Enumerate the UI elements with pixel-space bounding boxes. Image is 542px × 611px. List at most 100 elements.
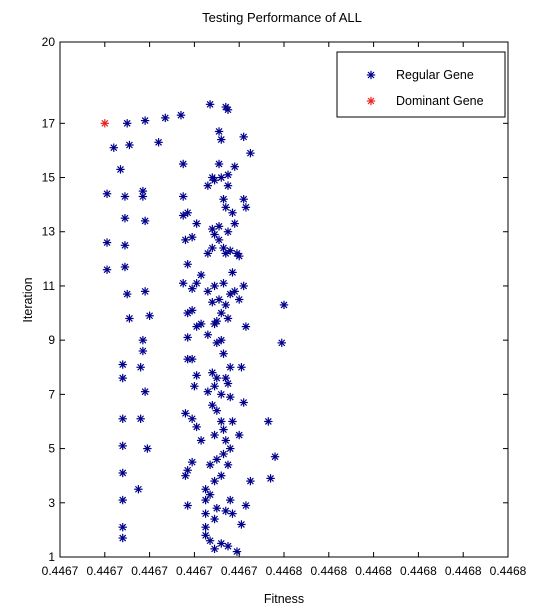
data-point-regular-gene bbox=[203, 387, 213, 396]
data-point-regular-gene bbox=[219, 195, 228, 204]
legend-marker-dominant-gene-star bbox=[366, 96, 376, 106]
data-point-regular-gene bbox=[120, 262, 130, 272]
data-point-regular-gene bbox=[226, 363, 235, 372]
data-point-regular-gene bbox=[219, 349, 228, 358]
data-point-regular-gene bbox=[187, 354, 197, 364]
data-point-regular-gene bbox=[208, 243, 217, 253]
data-point-regular-gene bbox=[212, 316, 221, 326]
data-point-regular-gene bbox=[125, 314, 134, 323]
data-point-regular-gene bbox=[118, 414, 127, 423]
data-point-regular-gene bbox=[264, 417, 273, 426]
data-point-regular-gene bbox=[223, 314, 233, 323]
data-point-regular-gene bbox=[219, 449, 228, 459]
data-point-regular-gene bbox=[125, 140, 134, 150]
data-point-regular-gene bbox=[138, 335, 148, 345]
data-point-regular-gene bbox=[226, 392, 235, 402]
data-point-regular-gene bbox=[246, 148, 255, 158]
y-tick-label: 20 bbox=[42, 35, 56, 49]
data-point-regular-gene bbox=[208, 401, 217, 410]
data-point-regular-gene bbox=[134, 485, 143, 494]
data-point-regular-gene bbox=[118, 468, 127, 478]
data-point-regular-gene bbox=[210, 544, 219, 554]
data-point-regular-gene bbox=[116, 165, 125, 174]
data-point-regular-gene bbox=[217, 539, 226, 548]
x-axis: 0.4467 0.4467 0.4467 0.4467 0.4467 0.4468 0.44… bbox=[42, 42, 527, 578]
data-point-regular-gene bbox=[102, 265, 112, 274]
data-point-regular-gene bbox=[239, 132, 248, 142]
data-point-regular-gene bbox=[210, 176, 219, 185]
data-point-regular-gene bbox=[228, 417, 237, 426]
data-point-regular-gene bbox=[210, 430, 219, 440]
data-point-regular-gene bbox=[187, 284, 197, 293]
x-tick-label: 0.4467 bbox=[131, 564, 168, 578]
data-point-regular-gene bbox=[203, 249, 213, 258]
data-point-regular-gene bbox=[187, 414, 197, 423]
data-point-regular-gene bbox=[217, 173, 226, 182]
data-point-regular-gene bbox=[203, 287, 213, 296]
data-point-regular-gene bbox=[179, 159, 188, 169]
data-point-regular-gene bbox=[208, 298, 217, 307]
y-tick-label: 3 bbox=[48, 496, 55, 510]
data-point-regular-gene bbox=[221, 249, 230, 258]
data-point-regular-gene bbox=[205, 460, 215, 470]
data-point-regular-gene bbox=[205, 536, 215, 545]
data-point-regular-gene bbox=[181, 235, 190, 245]
y-tick-label: 13 bbox=[42, 225, 56, 239]
data-point-regular-gene bbox=[192, 371, 201, 380]
data-point-regular-gene bbox=[221, 506, 230, 516]
y-tick-label: 17 bbox=[42, 116, 56, 130]
data-point-regular-gene bbox=[140, 216, 150, 226]
data-point-regular-gene bbox=[143, 444, 152, 453]
data-point-regular-gene bbox=[241, 322, 251, 331]
x-tick-label: 0.4467 bbox=[221, 564, 258, 578]
data-point-regular-gene bbox=[239, 281, 248, 291]
data-point-regular-gene bbox=[241, 203, 251, 212]
legend-marker-dominant-gene bbox=[366, 96, 376, 106]
x-tick-label: 0.4467 bbox=[176, 564, 213, 578]
data-point-regular-gene bbox=[181, 471, 190, 480]
data-point-regular-gene bbox=[210, 514, 219, 524]
data-point-regular-gene bbox=[118, 495, 127, 505]
data-point-regular-gene bbox=[210, 281, 219, 291]
data-point-regular-gene bbox=[217, 390, 226, 399]
data-point-regular-gene bbox=[246, 476, 255, 486]
plot-area bbox=[59, 41, 509, 558]
data-point-regular-gene bbox=[223, 105, 233, 114]
data-point-regular-gene bbox=[109, 143, 118, 152]
data-point-regular-gene bbox=[201, 531, 210, 540]
data-point-regular-gene bbox=[120, 241, 130, 250]
data-point-regular-gene bbox=[201, 522, 210, 532]
data-point-regular-gene bbox=[179, 192, 188, 201]
data-point-regular-gene bbox=[196, 270, 206, 280]
data-point-regular-gene bbox=[210, 382, 219, 391]
data-point-regular-gene bbox=[190, 382, 199, 391]
data-point-regular-gene bbox=[201, 509, 210, 518]
data-point-regular-gene bbox=[212, 338, 221, 348]
data-point-regular-gene bbox=[140, 387, 150, 396]
data-point-regular-gene bbox=[228, 208, 237, 217]
data-point-regular-gene bbox=[217, 335, 226, 345]
data-point-regular-gene bbox=[223, 379, 233, 388]
data-point-regular-gene bbox=[214, 127, 224, 136]
data-point-regular-gene bbox=[145, 311, 154, 320]
data-point-regular-gene bbox=[120, 213, 130, 223]
data-point-regular-gene bbox=[176, 110, 186, 120]
data-point-regular-gene bbox=[214, 235, 224, 245]
data-point-regular-gene bbox=[239, 195, 248, 204]
legend-label-regular-gene: Regular Gene bbox=[396, 68, 474, 82]
y-tick-label: 7 bbox=[48, 387, 55, 401]
data-point-regular-gene bbox=[219, 425, 228, 434]
data-point-regular-gene bbox=[203, 181, 213, 190]
data-point-regular-gene bbox=[212, 455, 221, 464]
data-marks bbox=[100, 100, 289, 556]
x-tick-label: 0.4468 bbox=[400, 564, 437, 578]
y-tick-label: 1 bbox=[48, 550, 55, 564]
data-point-regular-gene bbox=[192, 279, 201, 288]
data-point-regular-gene bbox=[226, 289, 235, 299]
data-point-regular-gene bbox=[136, 363, 145, 372]
data-point-regular-gene bbox=[192, 422, 201, 432]
x-tick-label: 0.4468 bbox=[445, 564, 482, 578]
data-point-regular-gene bbox=[217, 135, 226, 144]
data-point-regular-gene bbox=[279, 300, 289, 310]
